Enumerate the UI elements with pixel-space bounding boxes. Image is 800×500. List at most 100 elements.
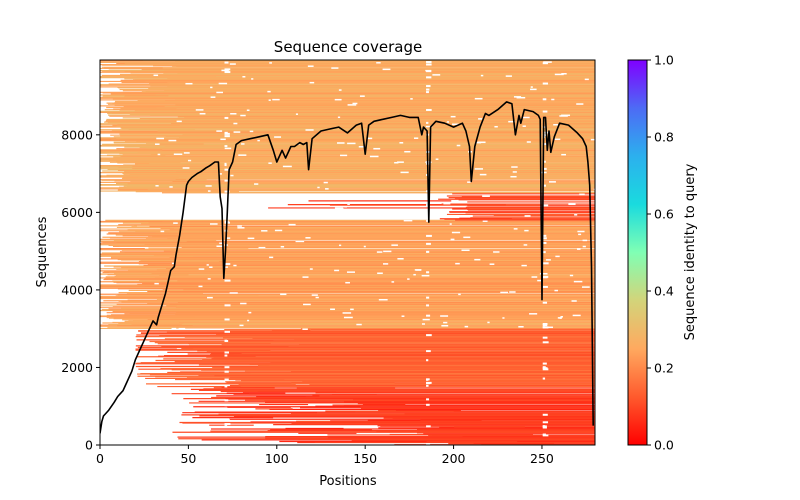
alignment-gap: [467, 181, 471, 183]
alignment-gap: [302, 276, 309, 278]
alignment-gap: [224, 366, 230, 369]
alignment-gap: [391, 281, 395, 283]
alignment-gap: [359, 95, 365, 97]
alignment-gap: [224, 194, 229, 197]
alignment-gap: [156, 137, 165, 140]
alignment-gap: [542, 204, 549, 207]
alignment-gap: [403, 219, 413, 222]
alignment-gap: [521, 264, 527, 267]
alignment-gap: [426, 384, 429, 387]
alignment-gap: [489, 263, 495, 265]
alignment-gap: [561, 153, 567, 156]
alignment-gap: [185, 82, 193, 85]
alignment-gap: [343, 316, 353, 319]
alignment-gap: [512, 171, 517, 173]
alignment-gap: [331, 67, 339, 69]
alignment-gap: [510, 175, 517, 178]
colorbar-tick-label: 0.8: [654, 130, 674, 145]
alignment-gap: [542, 234, 547, 237]
alignment-gap: [224, 168, 229, 171]
alignment-gap: [237, 225, 242, 227]
alignment-gap: [422, 214, 429, 216]
alignment-gap: [542, 184, 547, 187]
alignment-gap: [233, 131, 241, 133]
alignment-gap: [426, 425, 431, 428]
alignment-gap: [426, 304, 430, 307]
alignment-gap: [554, 289, 558, 292]
alignment-gap: [542, 324, 548, 327]
alignment-gap: [303, 303, 311, 306]
alignment-gap: [568, 203, 576, 206]
alignment-gap: [456, 144, 461, 147]
x-tick-label: 150: [353, 451, 377, 466]
alignment-gap: [426, 219, 430, 222]
alignment-gap: [542, 262, 549, 265]
alignment-gap: [224, 162, 227, 165]
alignment-gap: [229, 292, 238, 294]
alignment-gap: [187, 159, 192, 162]
alignment-gap: [168, 139, 177, 142]
alignment-gap: [224, 423, 231, 426]
alignment-gap: [334, 207, 344, 209]
alignment-gap: [542, 367, 548, 370]
alignment-gap: [280, 245, 285, 248]
alignment-gap: [581, 286, 590, 288]
alignment-gap: [578, 233, 582, 236]
alignment-gap: [205, 185, 212, 187]
alignment-gap: [249, 130, 254, 133]
alignment-gap: [521, 116, 530, 119]
alignment-gap: [347, 104, 357, 106]
alignment-gap: [542, 341, 549, 344]
alignment-gap: [494, 125, 498, 128]
alignment-gap: [426, 204, 429, 207]
alignment-gap: [549, 181, 556, 183]
alignment-gap: [542, 322, 548, 325]
alignment-gap: [542, 62, 548, 65]
sequence-alignment-bars: [100, 60, 595, 445]
alignment-gap: [539, 272, 548, 275]
alignment-gap: [511, 166, 518, 168]
alignment-gap: [219, 242, 224, 245]
alignment-gap: [216, 130, 223, 132]
alignment-gap: [334, 98, 342, 101]
colorbar-ticks: 0.0 0.2 0.4 0.6 0.8 1.0: [647, 53, 674, 453]
alignment-gap: [282, 165, 292, 168]
alignment-gap: [559, 115, 568, 117]
alignment-gap: [254, 183, 259, 185]
alignment-gap: [338, 244, 342, 247]
alignment-gap: [378, 298, 388, 301]
alignment-gap: [376, 62, 381, 64]
alignment-gap: [224, 385, 228, 388]
alignment-gap: [356, 323, 362, 326]
alignment-gap: [157, 153, 161, 156]
y-axis: 0 2000 4000 6000 8000: [61, 127, 100, 453]
alignment-gap: [240, 302, 247, 305]
alignment-gap: [426, 350, 431, 353]
alignment-gap: [224, 135, 230, 138]
alignment-gap: [542, 377, 546, 380]
alignment-gap: [553, 123, 559, 126]
alignment-gap: [248, 311, 252, 314]
alignment-gap: [487, 321, 490, 324]
alignment-gap: [582, 239, 588, 242]
alignment-gap: [543, 61, 552, 63]
alignment-gap: [474, 97, 483, 100]
alignment-gap: [426, 442, 431, 445]
alignment-gap: [261, 230, 268, 232]
alignment-gap: [537, 279, 543, 282]
alignment-gap: [224, 69, 229, 72]
alignment-gap: [500, 291, 509, 294]
alignment-gap: [593, 188, 595, 191]
alignment-gap: [502, 317, 505, 319]
alignment-gap: [480, 74, 484, 77]
x-tick-label: 250: [530, 451, 554, 466]
chart-title: Sequence coverage: [274, 38, 422, 56]
colorbar-tick-label: 0.0: [654, 438, 674, 453]
alignment-gap: [346, 271, 355, 273]
alignment-gap: [363, 245, 366, 248]
alignment-gap: [191, 199, 195, 202]
alignment-gap: [426, 61, 432, 64]
alignment-gap: [224, 304, 231, 307]
alignment-gap: [516, 96, 526, 99]
alignment-gap: [330, 308, 335, 311]
